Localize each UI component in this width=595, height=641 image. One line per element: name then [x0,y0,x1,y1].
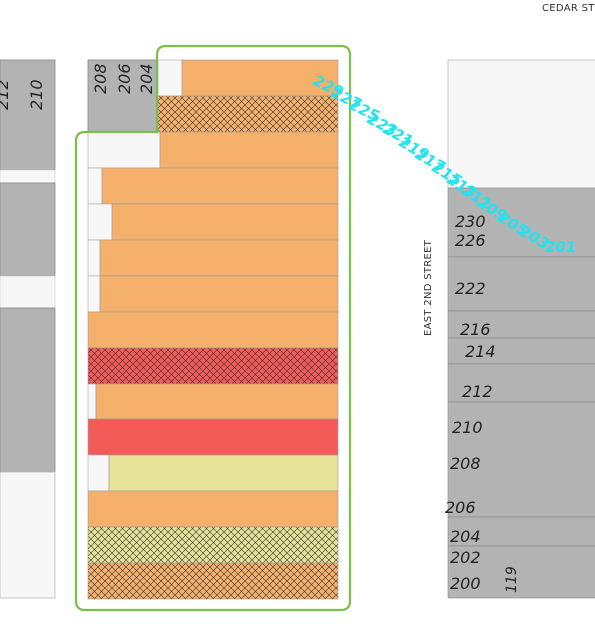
address-label-208: 208 [91,63,110,94]
hatch-overlay [157,95,339,133]
parcel-yellow[interactable] [108,454,339,492]
parcel-212-210[interactable] [0,59,56,171]
lot-frontage [87,239,101,277]
parcel-orange[interactable] [99,275,339,313]
address-label-206: 206 [115,63,134,94]
address-label-226: 226 [455,231,486,250]
address-label-204: 204 [450,527,481,546]
east-2nd-street-label: EAST 2ND STREET [423,239,434,336]
lot-frontage [87,275,101,313]
lot-frontage [87,383,97,420]
parcel-gray[interactable] [0,307,56,473]
address-label-208: 208 [450,454,481,473]
address-label-212: 212 [462,382,493,401]
address-label-222: 222 [455,279,486,298]
parcel-gray[interactable] [0,182,56,277]
parcel-orange[interactable] [87,490,339,528]
address-label-212: 212 [0,79,12,110]
hatch-overlay [87,347,339,385]
address-label-200: 200 [450,574,481,593]
parcel-230-226[interactable] [447,187,595,258]
address-label-210: 210 [452,418,483,437]
lot-frontage [87,203,113,241]
parcel-vacant [0,471,56,599]
parcel-208-204[interactable] [87,59,159,133]
lot-frontage [87,454,110,492]
address-label-230: 230 [455,212,486,231]
address-label-206: 206 [445,498,476,517]
lot-frontage [157,59,183,97]
right-block: 230 226 222 216 214 212 210 208 206 204 … [445,59,595,599]
parcel-orange[interactable] [181,59,339,97]
parcel-orange[interactable] [101,167,339,205]
parcel-orange[interactable] [159,131,339,169]
parcel-gap [0,169,56,184]
parcel-204[interactable] [447,516,595,547]
parcel-202-200[interactable] [447,545,595,599]
hatch-overlay [87,562,339,600]
parcel-orange[interactable] [87,311,339,349]
address-label-210: 210 [27,79,46,110]
parcel-vacant [0,275,56,309]
center-block: 208 206 204 [74,44,352,612]
parcel-222[interactable] [447,256,595,312]
address-label-119: 119 [504,566,520,593]
parcel-212[interactable] [447,363,595,403]
parcel-orange[interactable] [111,203,339,241]
cedar-street-label: CEDAR ST [542,3,595,14]
lot-frontage [87,167,103,205]
parcel-orange[interactable] [95,383,339,420]
address-label-202: 202 [450,548,481,567]
left-block: 212 210 [0,59,56,599]
parcel-214[interactable] [447,337,595,365]
address-label-214: 214 [465,342,496,361]
address-label-204: 204 [137,63,156,94]
address-label-216: 216 [460,320,491,339]
lot-frontage [87,131,161,169]
parcel-vacant [447,59,595,189]
parcel-210-206[interactable] [447,401,595,518]
selection-outline[interactable] [74,44,352,612]
highlight-address-201[interactable]: 201 [545,238,576,256]
parcel-orange[interactable] [99,239,339,277]
parcel-red[interactable] [87,418,339,456]
hatch-overlay [87,526,339,564]
